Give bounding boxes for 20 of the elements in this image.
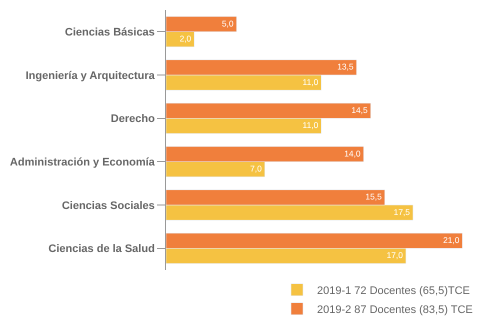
data-label: 7,0	[250, 164, 262, 174]
data-label: 11,0	[302, 76, 319, 87]
data-label: 11,0	[302, 120, 319, 130]
data-label: 2,0	[180, 34, 192, 44]
data-label: 17,0	[386, 250, 404, 260]
data-label: 14,5	[351, 105, 368, 116]
y-tick-label: Ciencias Sociales	[62, 200, 155, 212]
data-label: 5,0	[222, 18, 234, 28]
data-label: 17,5	[394, 206, 410, 217]
legend-label: 2019-2 87 Docentes (83,5) TCE	[317, 304, 473, 316]
y-tick-label: Ciencias de la Salud	[48, 243, 155, 256]
data-label: 13,5	[337, 62, 354, 72]
data-label: 14,0	[344, 148, 361, 158]
data-label: 15,5	[365, 192, 382, 202]
y-tick-label: Ciencias Básicas	[64, 26, 155, 39]
y-tick-label: Ingeniería y Arquitectura	[26, 70, 156, 82]
legend-label: 2019-1 72 Docentes (65,5)TCE	[317, 284, 470, 297]
y-tick-label: Administración y Economía	[10, 156, 156, 169]
data-label: 21,0	[443, 235, 460, 246]
y-tick-label: Derecho	[110, 113, 156, 126]
